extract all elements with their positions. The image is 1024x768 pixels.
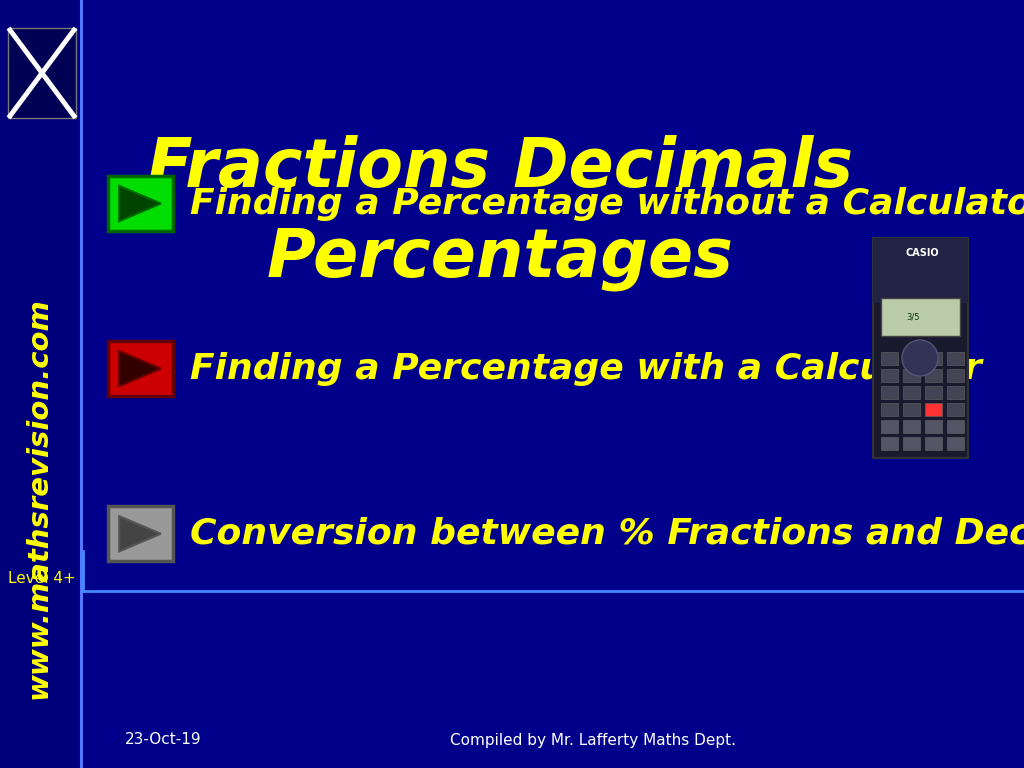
Bar [881, 437, 897, 450]
Bar [925, 386, 941, 399]
Bar [946, 369, 964, 382]
Text: Compiled by Mr. Lafferty Maths Dept.: Compiled by Mr. Lafferty Maths Dept. [450, 733, 736, 747]
Bar [902, 369, 920, 382]
Text: Percentages: Percentages [266, 225, 733, 291]
Bar [8, 28, 76, 118]
Bar [946, 403, 964, 416]
Text: Conversion between % Fractions and Decimals: Conversion between % Fractions and Decim… [190, 517, 1024, 551]
Bar [881, 369, 897, 382]
Bar [946, 437, 964, 450]
Bar [0, 0, 77, 768]
Bar [902, 420, 920, 433]
Bar [902, 403, 920, 416]
Bar [881, 403, 897, 416]
Bar [881, 420, 897, 433]
Bar [925, 437, 941, 450]
Bar [872, 238, 968, 303]
Bar [108, 506, 172, 561]
Bar [946, 420, 964, 433]
Polygon shape [119, 351, 161, 386]
Text: Finding a Percentage without a Calculator: Finding a Percentage without a Calculato… [190, 187, 1024, 220]
Circle shape [902, 340, 938, 376]
Text: Finding a Percentage with a Calculator: Finding a Percentage with a Calculator [190, 352, 982, 386]
Text: www.mathsrevision.com: www.mathsrevision.com [24, 297, 52, 699]
Text: Level 4+: Level 4+ [8, 571, 76, 586]
Bar [80, 0, 83, 768]
Bar [925, 369, 941, 382]
Bar [925, 403, 941, 416]
Bar [925, 352, 941, 365]
Bar [872, 238, 968, 458]
Bar [881, 298, 959, 336]
Bar [946, 386, 964, 399]
Polygon shape [119, 186, 161, 221]
Bar [881, 386, 897, 399]
Text: Fractions Decimals: Fractions Decimals [147, 135, 853, 201]
Bar [902, 386, 920, 399]
Polygon shape [119, 516, 161, 551]
Text: CASIO: CASIO [905, 248, 939, 258]
Text: 23-Oct-19: 23-Oct-19 [125, 733, 202, 747]
Text: 3/5: 3/5 [906, 313, 920, 322]
Bar [902, 437, 920, 450]
Bar [902, 352, 920, 365]
Bar [946, 352, 964, 365]
Bar [881, 352, 897, 365]
Bar [108, 341, 172, 396]
Bar [108, 176, 172, 231]
Bar [925, 420, 941, 433]
